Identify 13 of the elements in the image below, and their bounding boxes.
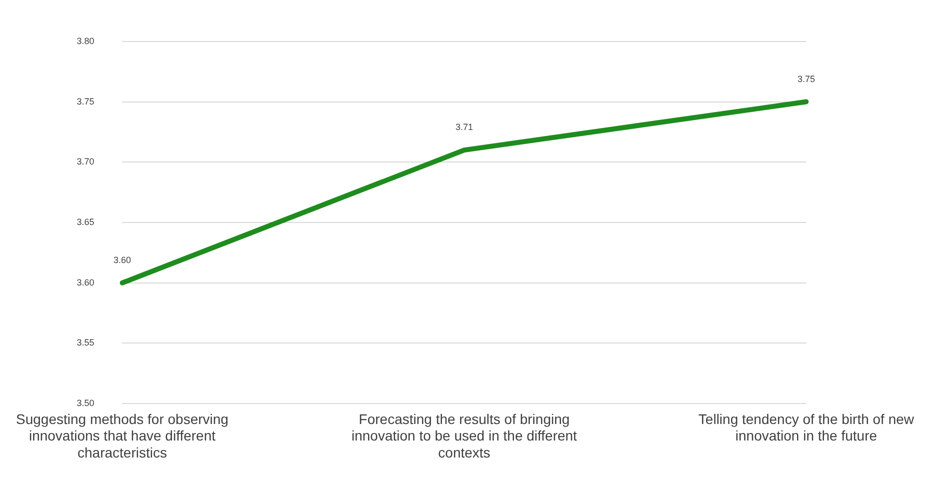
y-tick-label: 3.60 <box>76 277 94 288</box>
y-tick-label: 3.50 <box>76 398 94 408</box>
data-label: 3.60 <box>113 254 131 265</box>
x-tick-label: Forecasting the results of bringing innovation to be used in the different contexts <box>351 410 578 460</box>
data-label: 3.75 <box>797 74 815 84</box>
y-tick-label: 3.75 <box>76 96 94 106</box>
data-label: 3.71 <box>455 122 473 132</box>
x-tick-label: Telling tendency of the birth of new innovation in the future <box>698 410 915 444</box>
y-tick-label: 3.70 <box>76 156 94 167</box>
y-tick-label: 3.80 <box>76 36 94 46</box>
y-tick-label: 3.65 <box>76 216 94 227</box>
x-tick-label: Suggesting methods for observing innovations that have different characteristics <box>16 410 228 460</box>
y-tick-label: 3.55 <box>76 338 94 348</box>
